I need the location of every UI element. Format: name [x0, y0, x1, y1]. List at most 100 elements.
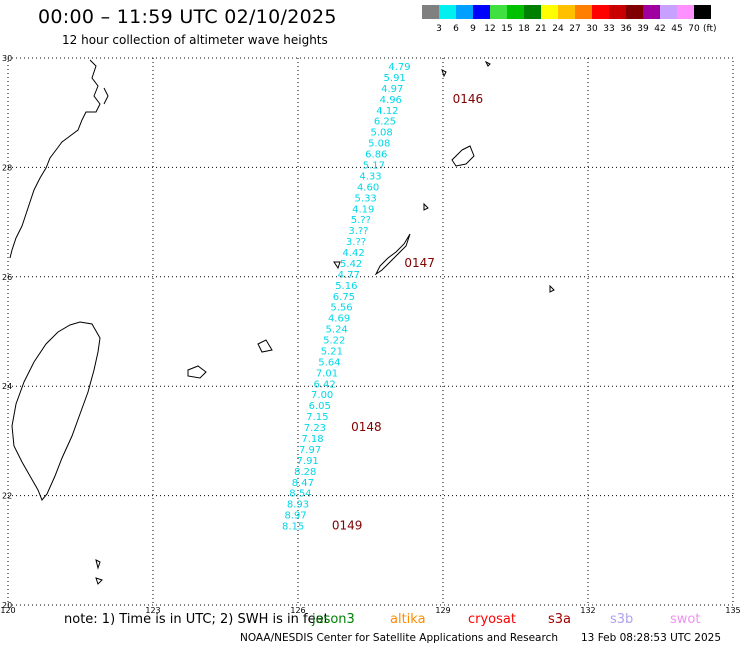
colorbar-swatch [626, 5, 643, 19]
colorbar-swatch [694, 5, 711, 19]
satellite-name-altika: altika [390, 612, 426, 627]
wave-height-value: 5.22 [323, 336, 345, 347]
wave-height-value: 7.91 [297, 456, 319, 467]
credit-line: NOAA/NESDIS Center for Satellite Applica… [240, 632, 558, 644]
map-subtitle: 12 hour collection of altimeter wave hei… [62, 33, 328, 47]
latitude-label: 24 [2, 382, 12, 391]
wave-height-value: 5.33 [355, 193, 377, 204]
colorbar-swatch [592, 5, 609, 19]
wave-height-value: 8.97 [284, 511, 306, 522]
pass-number-label: 0149 [332, 519, 363, 533]
longitude-label: 120 [0, 606, 15, 615]
wave-height-value: 4.96 [380, 95, 402, 106]
wave-height-value: 4.97 [381, 84, 403, 95]
coastline-taiwan [11, 321, 101, 501]
wave-height-value: 7.01 [316, 368, 338, 379]
altimeter-track: 4.795.914.974.964.126.255.085.086.865.17… [282, 62, 483, 532]
satellite-name-jason3: jason3 [312, 612, 355, 627]
generation-timestamp: 13 Feb 08:28:53 UTC 2025 [581, 632, 721, 644]
coastline-ishigaki [187, 339, 273, 379]
wave-height-value: 3.?? [346, 237, 366, 248]
wave-height-value: 7.15 [306, 412, 328, 423]
colorbar-label: 42 [654, 24, 665, 34]
colorbar-swatch [541, 5, 558, 19]
wave-height-value: 6.42 [313, 379, 335, 390]
wave-height-value: 8.54 [289, 489, 311, 500]
wave-height-value: 3.?? [348, 226, 368, 237]
wave-height-value: 4.33 [359, 171, 381, 182]
wave-height-value: 6.75 [333, 292, 355, 303]
colorbar-label: 12 [484, 24, 495, 34]
wave-height-value: 5.08 [368, 139, 390, 150]
footer-note: note: 1) Time is in UTC; 2) SWH is in fe… [64, 612, 329, 627]
wave-height-value: 5.56 [330, 303, 352, 314]
wave-height-value: 8.15 [282, 522, 304, 533]
colorbar-swatch [677, 5, 694, 19]
wave-height-value: 4.19 [352, 204, 374, 215]
pass-number-label: 0147 [404, 256, 435, 270]
colorbar-swatch [473, 5, 490, 19]
colorbar-label: 21 [535, 24, 546, 34]
colorbar-label: 27 [569, 24, 580, 34]
wave-height-value: 5.17 [363, 160, 385, 171]
coastline-kyushu-islands [9, 59, 109, 259]
satellite-name-s3b: s3b [610, 612, 634, 627]
longitude-label: 129 [435, 606, 450, 615]
wave-height-value: 4.12 [376, 106, 398, 117]
latitude-label: 20 [2, 601, 12, 610]
latitude-label: 26 [2, 273, 12, 282]
longitude-label: 123 [145, 606, 160, 615]
latitude-label: 22 [2, 492, 12, 501]
latitude-label: 30 [2, 54, 12, 63]
colorbar-label: 36 [620, 24, 632, 34]
wave-height-value: 5.64 [318, 357, 340, 368]
pass-number-label: 0148 [351, 420, 382, 434]
coastline-small-islands [95, 60, 555, 585]
colorbar-swatch [422, 5, 439, 19]
map-title: 00:00 – 11:59 UTC 02/10/2025 [38, 6, 337, 28]
lat-lon-grid [7, 57, 734, 606]
pass-number-label: 0146 [453, 92, 484, 106]
satellite-name-s3a: s3a [548, 612, 572, 627]
colorbar-label: 70 [688, 24, 700, 34]
coastline-amami [451, 145, 475, 167]
satellite-name-swot: swot [670, 612, 701, 627]
wave-height-value: 8.93 [287, 500, 309, 511]
longitude-label: 126 [290, 606, 305, 615]
colorbar-label: 39 [637, 24, 649, 34]
wave-height-value: 8.28 [294, 467, 316, 478]
colorbar-swatch [507, 5, 524, 19]
colorbar-label: 30 [586, 24, 598, 34]
wave-height-value: 7.18 [301, 434, 323, 445]
wave-height-value: 4.77 [338, 270, 360, 281]
colorbar-label: 24 [552, 24, 564, 34]
colorbar-label: 33 [603, 24, 614, 34]
wave-height-value: 5.24 [326, 325, 348, 336]
wave-height-value: 6.25 [374, 117, 396, 128]
wave-height-value: 7.23 [304, 423, 326, 434]
colorbar-swatch [439, 5, 456, 19]
colorbar-swatch [524, 5, 541, 19]
wave-height-value: 7.00 [311, 390, 333, 401]
colorbar-swatch [660, 5, 677, 19]
colorbar-swatch [643, 5, 660, 19]
wave-height-value: 4.42 [342, 248, 364, 259]
wave-height-value: 6.05 [309, 401, 331, 412]
colorbar-swatch [609, 5, 626, 19]
wave-height-value: 5.?? [351, 215, 371, 226]
wave-height-value: 4.79 [388, 62, 410, 73]
colorbar-label: 9 [470, 24, 476, 34]
coastline-okinawa [374, 233, 411, 276]
colorbar-unit: (ft) [703, 24, 717, 34]
colorbar-label: 45 [671, 24, 682, 34]
coastlines [9, 59, 555, 585]
latitude-label: 28 [2, 163, 12, 172]
wave-height-value: 4.60 [357, 182, 379, 193]
colorbar-label: 18 [518, 24, 530, 34]
colorbar-swatch [575, 5, 592, 19]
wave-height-value: 7.97 [299, 445, 321, 456]
colorbar-label: 15 [501, 24, 512, 34]
wave-height-value: 5.21 [321, 346, 343, 357]
